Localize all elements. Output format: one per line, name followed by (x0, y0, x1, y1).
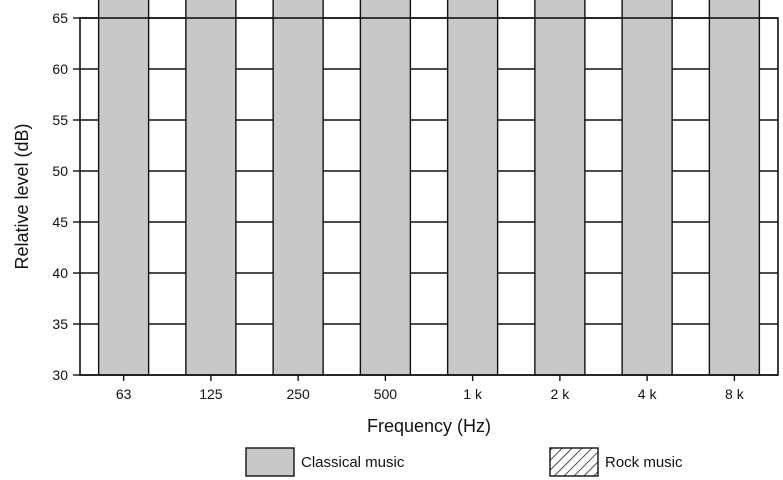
legend: Classical music Rock music (245, 447, 683, 477)
bar-classical-63 (97, 0, 150, 376)
legend-label-classical-music: Classical music (301, 454, 405, 471)
bar-classical-2k (534, 0, 586, 376)
legend-swatch-rock-music (549, 447, 599, 477)
y-tick-label: 60 (52, 61, 68, 77)
plot-frame (79, 17, 779, 376)
grid-lines (80, 17, 778, 376)
legend-swatch-classical-music (245, 447, 295, 477)
bar-classical-250 (272, 0, 324, 376)
y-axis-title: Relative level (dB) (12, 123, 32, 269)
x-tick-label: 250 (286, 386, 310, 402)
bar-classical-4k (621, 0, 673, 376)
x-tick-label: 1 k (463, 386, 483, 402)
bar-classical-8k (708, 0, 761, 376)
x-tick-label: 125 (199, 386, 223, 402)
x-tick-label: 63 (116, 386, 132, 402)
x-tick-label: 2 k (551, 386, 571, 402)
x-tick-label: 8 k (725, 386, 745, 402)
y-tick-label: 30 (52, 367, 68, 383)
y-tick-label: 35 (52, 316, 68, 332)
y-tick-label: 55 (52, 112, 68, 128)
x-tick-label: 500 (374, 386, 398, 402)
bar-classical-500 (359, 0, 412, 376)
bars (97, 0, 761, 376)
x-axis-title: Frequency (Hz) (367, 416, 491, 436)
y-tick-label: 50 (52, 163, 68, 179)
x-tick-label: 4 k (638, 386, 658, 402)
tick-labels: 30 35 40 45 50 55 60 65 63 125 250 500 1 k 2 k 4 k 8 k (52, 10, 744, 402)
y-tick-label: 45 (52, 214, 68, 230)
legend-label-rock-music: Rock music (605, 454, 683, 471)
y-tick-label: 40 (52, 265, 68, 281)
bar-classical-1k (446, 0, 499, 376)
plot-border (79, 17, 779, 376)
y-tick-label: 65 (52, 10, 68, 26)
bar-classical-125 (185, 0, 237, 376)
